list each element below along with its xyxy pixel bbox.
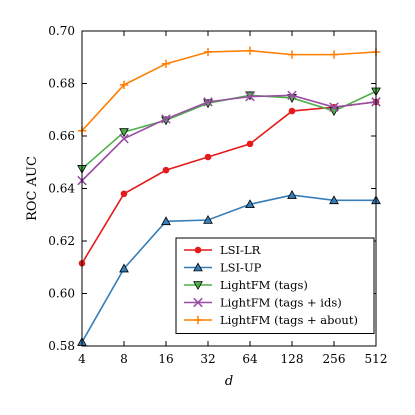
y-tick-label: 0.70 (48, 24, 75, 38)
legend: LSI-LR LSI-UP LightFM (tags) LightFM (tags … (175, 237, 375, 334)
data-point-1-6 (329, 195, 339, 205)
data-point-4-2 (161, 59, 171, 69)
x-axis-label: d (225, 374, 233, 389)
legend-entry: LSI-UP (184, 261, 262, 275)
series-line-4 (81, 49, 377, 132)
data-point-1-4 (245, 199, 255, 209)
legend-entry: LightFM (tags) (184, 278, 308, 292)
data-point-1-3 (203, 214, 213, 224)
legend-marker (194, 246, 202, 254)
legend-entry: LightFM (tags + ids) (184, 296, 342, 310)
legend-entry: LightFM (tags + about) (184, 313, 358, 327)
data-point-0-4 (246, 140, 254, 148)
data-point-3-5 (287, 90, 297, 101)
y-tick-label: 0.60 (48, 287, 75, 301)
legend-label: LSI-UP (220, 261, 262, 275)
data-point-1-2 (161, 216, 171, 226)
legend-label: LightFM (tags) (220, 278, 308, 292)
x-tick-label: 32 (200, 352, 215, 366)
x-tick-label: 16 (158, 352, 173, 366)
y-tick-label: 0.68 (48, 77, 75, 91)
legend-label: LightFM (tags + about) (220, 313, 358, 327)
data-point-0-1 (120, 190, 128, 198)
legend-marker (193, 315, 203, 325)
x-tick-label: 8 (120, 352, 128, 366)
data-point-3-4 (245, 91, 255, 102)
data-point-0-5 (288, 107, 296, 115)
x-tick-label: 512 (365, 352, 388, 366)
y-tick-label: 0.64 (48, 182, 75, 196)
legend-marker (193, 262, 203, 272)
data-point-3-6 (329, 102, 339, 112)
axes: 0.58 0.60 0.62 0.64 0.66 0.68 0.70 4 8 16 32 64 128 2… (48, 24, 387, 366)
data-point-2-1 (119, 128, 129, 138)
x-tick-label: 4 (78, 352, 86, 366)
data-point-1-1 (119, 263, 129, 273)
y-tick-label: 0.58 (48, 339, 75, 353)
data-point-3-3 (203, 97, 213, 107)
data-point-1-5 (287, 190, 297, 199)
legend-entry: LSI-LR (184, 243, 261, 257)
x-tick-label: 64 (242, 352, 258, 366)
legend-marker (193, 297, 203, 308)
data-point-0-2 (162, 166, 170, 174)
legend-label: LightFM (tags + ids) (220, 296, 342, 310)
data-point-2-6 (329, 107, 339, 117)
data-point-3-2 (161, 114, 171, 124)
series-line-3 (81, 94, 377, 182)
data-point-4-5 (287, 50, 297, 59)
y-tick-label: 0.62 (48, 234, 75, 248)
data-point-4-1 (119, 80, 129, 90)
data-point-4-6 (329, 50, 339, 59)
legend-marker (193, 281, 203, 291)
y-axis-label: ROC AUC (25, 156, 40, 221)
y-tick-label: 0.66 (48, 129, 75, 143)
legend-label: LSI-LR (220, 243, 261, 257)
data-point-4-4 (245, 46, 255, 55)
x-tick-label: 128 (281, 352, 304, 366)
series-line-0 (81, 101, 377, 264)
data-point-4-3 (203, 47, 213, 57)
series-line-1 (81, 194, 376, 343)
data-point-3-1 (119, 133, 129, 144)
data-point-0-3 (204, 153, 212, 161)
x-tick-label: 256 (323, 352, 346, 366)
